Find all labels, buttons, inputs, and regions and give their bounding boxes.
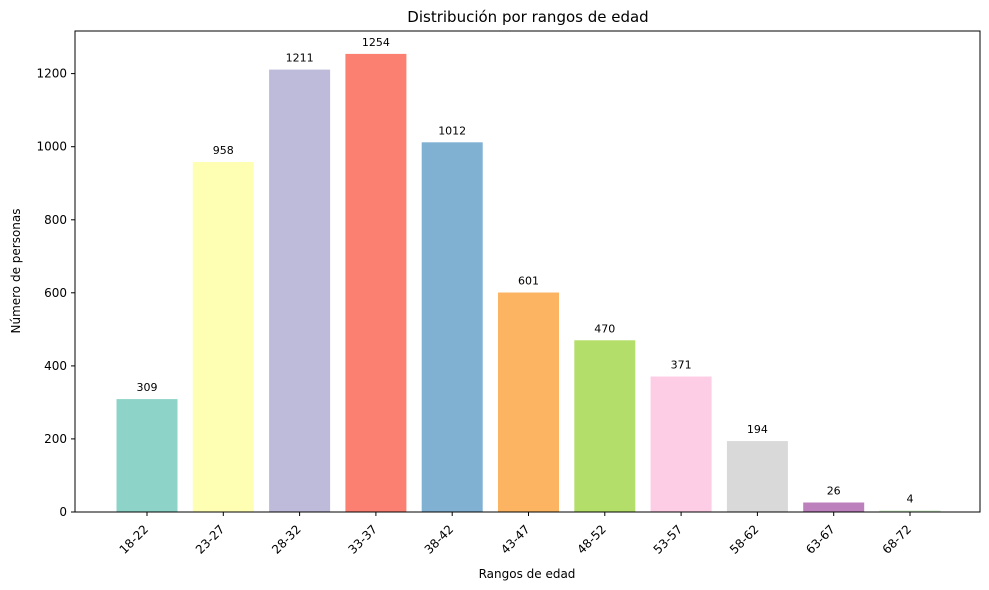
data-label-53-57: 371 [671, 359, 692, 372]
x-tick-label: 53-57 [651, 522, 686, 557]
data-label-43-47: 601 [518, 275, 539, 288]
data-label-23-27: 958 [213, 144, 234, 157]
bar-38-42 [421, 142, 483, 513]
x-tick-label: 58-62 [727, 522, 762, 557]
y-tick-label: 200 [44, 432, 67, 446]
x-tick-label: 38-42 [422, 522, 457, 557]
x-tick-label: 43-47 [498, 522, 533, 557]
x-tick-label: 33-37 [345, 522, 380, 557]
data-labels-layer: 309 958 1211 1254 1012 601 470 371 194 26 4 [137, 36, 914, 506]
y-tick-label: 1000 [36, 140, 67, 154]
bar-43-47 [498, 292, 559, 512]
plot-frame [74, 30, 981, 513]
y-tick-label: 800 [44, 213, 67, 227]
bar-23-27 [192, 162, 254, 512]
bar-53-57 [650, 376, 712, 512]
data-label-68-72: 4 [907, 493, 914, 506]
data-label-38-42: 1012 [438, 124, 466, 137]
y-tick-label: 0 [59, 505, 67, 519]
data-label-18-22: 309 [137, 381, 158, 394]
y-tick-label: 1200 [36, 67, 67, 81]
bar-18-22 [116, 399, 178, 512]
x-tick-label: 48-52 [574, 522, 609, 557]
x-tick-label: 63-67 [803, 522, 838, 557]
x-axis-label: Rangos de edad [479, 567, 576, 581]
y-tick-label: 600 [44, 286, 67, 300]
bar-58-62 [726, 441, 788, 512]
x-tick-label: 68-72 [880, 522, 915, 557]
x-tick-label: 18-22 [117, 522, 152, 557]
bar-48-52 [574, 340, 636, 512]
data-label-58-62: 194 [747, 423, 768, 436]
bars-layer [116, 53, 941, 513]
x-tick-label: 28-32 [269, 522, 304, 557]
bar-33-37 [345, 53, 407, 513]
bar-68-72 [879, 510, 941, 512]
y-axis-label: Número de personas [9, 208, 23, 333]
x-axis: 18-22 23-27 28-32 33-37 38-42 43-47 48-52 53-57… [117, 512, 915, 557]
bar-28-32 [269, 69, 331, 512]
y-axis: 0 200 400 600 800 1000 1200 [36, 67, 75, 519]
bar-63-67 [803, 502, 865, 512]
y-tick-label: 400 [44, 359, 67, 373]
chart-title: Distribución por rangos de edad [407, 8, 648, 26]
data-label-33-37: 1254 [362, 36, 390, 49]
data-label-28-32: 1211 [286, 52, 314, 65]
data-label-48-52: 470 [594, 322, 615, 335]
x-tick-label: 23-27 [193, 522, 228, 557]
data-label-63-67: 26 [827, 485, 841, 498]
